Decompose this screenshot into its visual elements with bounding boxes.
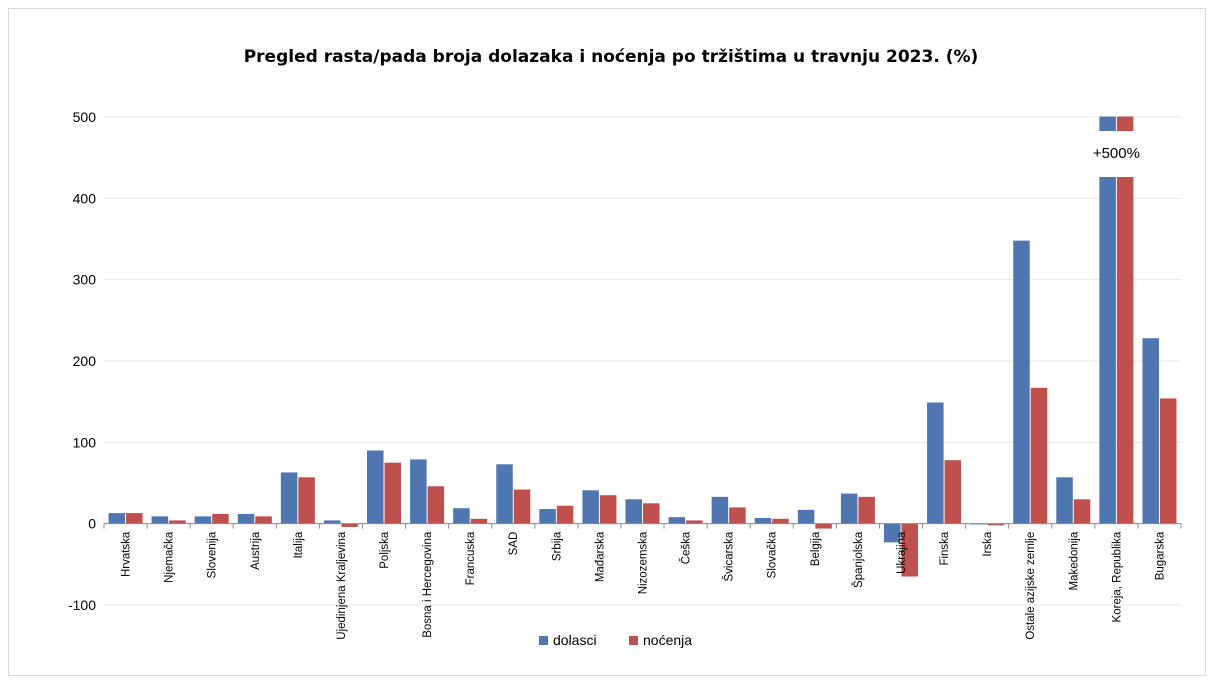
bar-noćenja bbox=[772, 518, 789, 524]
bar-noćenja bbox=[944, 460, 962, 524]
x-tick-label: Bosna i Hercegovina bbox=[422, 531, 434, 638]
bar-dolasci bbox=[151, 516, 169, 524]
bar-noćenja bbox=[901, 523, 918, 577]
x-tick-label: Hrvatska bbox=[121, 531, 133, 577]
bar-noćenja bbox=[556, 505, 574, 524]
bar-dolasci bbox=[194, 516, 212, 524]
legend-label-noćenja: noćenja bbox=[643, 632, 692, 648]
x-tick-label: Belgija bbox=[810, 531, 822, 566]
y-tick-label: 500 bbox=[73, 109, 97, 125]
bar-dolasci bbox=[840, 493, 858, 524]
bar-dolasci bbox=[323, 520, 341, 524]
bar-noćenja bbox=[1030, 387, 1048, 524]
bar-noćenja bbox=[858, 496, 875, 524]
x-tick-label: Austrija bbox=[250, 531, 262, 570]
x-tick-label: Slovenija bbox=[207, 531, 219, 578]
bar-noćenja bbox=[427, 486, 445, 524]
bar-dolasci bbox=[410, 459, 427, 524]
legend: dolasci noćenja bbox=[539, 632, 692, 648]
x-tick-label: Nizozemska bbox=[638, 531, 650, 594]
axes bbox=[103, 523, 1182, 529]
legend-label-dolasci: dolasci bbox=[553, 632, 597, 648]
bar-noćenja bbox=[643, 503, 660, 524]
y-tick-label: 200 bbox=[73, 353, 97, 369]
chart-title: Pregled rasta/pada broja dolazaka i noće… bbox=[244, 47, 979, 67]
annotation-label: +500% bbox=[1093, 145, 1140, 162]
bar-noćenja bbox=[599, 495, 617, 524]
bar-dolasci bbox=[280, 472, 298, 524]
bar-dolasci bbox=[1099, 116, 1116, 524]
bar-dolasci bbox=[668, 517, 686, 524]
bar-dolasci bbox=[1142, 338, 1159, 524]
bar-noćenja bbox=[686, 520, 703, 524]
legend-swatch-noćenja bbox=[629, 636, 638, 645]
bar-noćenja bbox=[1073, 499, 1091, 524]
bar-dolasci bbox=[582, 490, 599, 524]
bar-dolasci bbox=[367, 450, 384, 524]
x-tick-label: Mađarska bbox=[594, 531, 606, 582]
bar-noćenja bbox=[470, 518, 488, 524]
y-tick-label: 300 bbox=[73, 272, 97, 288]
bar-dolasci bbox=[927, 402, 944, 524]
x-tick-label: Švicarska bbox=[723, 531, 736, 581]
x-tick-label: Irska bbox=[982, 531, 994, 557]
y-tick-label: 400 bbox=[73, 190, 97, 206]
bar-noćenja bbox=[298, 477, 315, 524]
bar-noćenja bbox=[1116, 116, 1134, 524]
y-tick-label: 0 bbox=[88, 516, 96, 532]
bar-dolasci bbox=[883, 523, 901, 543]
x-tick-label: Koreja, Republika bbox=[1111, 531, 1123, 622]
bar-noćenja bbox=[126, 513, 143, 524]
bar-noćenja bbox=[341, 523, 358, 527]
y-axis-ticks: 500 400 300 200 100 0 -100 bbox=[68, 109, 96, 613]
bar-noćenja bbox=[212, 513, 229, 524]
bar-dolasci bbox=[1013, 240, 1030, 524]
bar-dolasci bbox=[496, 464, 513, 524]
x-tick-label: Finska bbox=[939, 531, 951, 565]
x-tick-label: Španjolska bbox=[852, 531, 865, 588]
bar-dolasci bbox=[711, 496, 729, 524]
bar-noćenja bbox=[729, 507, 746, 524]
x-tick-label: Srbija bbox=[551, 531, 563, 561]
x-tick-label: Češka bbox=[680, 531, 693, 564]
y-tick-label: -100 bbox=[68, 597, 96, 613]
bars bbox=[108, 116, 1177, 577]
x-tick-label: Njemačka bbox=[164, 531, 176, 583]
y-tick-label: 100 bbox=[73, 434, 97, 450]
x-tick-label: Italija bbox=[293, 531, 305, 558]
bar-noćenja bbox=[384, 462, 402, 524]
axis-break-band bbox=[1095, 131, 1137, 177]
x-tick-label: Poljska bbox=[379, 531, 391, 569]
bar-noćenja bbox=[1159, 398, 1177, 524]
bar-noćenja bbox=[815, 523, 832, 529]
x-tick-label: Bugarska bbox=[1154, 531, 1166, 580]
bar-dolasci bbox=[108, 513, 126, 524]
bar-noćenja bbox=[513, 489, 531, 524]
legend-swatch-dolasci bbox=[539, 636, 548, 645]
bar-dolasci bbox=[625, 499, 642, 524]
x-tick-label: Ostale azijske zemlje bbox=[1025, 532, 1037, 640]
chart-frame: Pregled rasta/pada broja dolazaka i noće… bbox=[8, 8, 1206, 676]
bar-noćenja bbox=[987, 523, 1005, 526]
bar-dolasci bbox=[539, 509, 556, 524]
bar-dolasci bbox=[453, 508, 470, 524]
x-tick-label: Slovačka bbox=[767, 531, 779, 578]
chart: Pregled rasta/pada broja dolazaka i noće… bbox=[68, 47, 1182, 648]
x-tick-label: Makedonija bbox=[1068, 531, 1080, 590]
bar-dolasci bbox=[797, 509, 815, 524]
x-tick-label: Ujedinjena Kraljevina bbox=[336, 531, 348, 640]
bar-dolasci bbox=[1056, 477, 1073, 524]
x-tick-label: Ukrajina bbox=[896, 531, 908, 574]
x-axis-ticks: Hrvatska Njemačka Slovenija Austrija Italija… bbox=[121, 531, 1167, 640]
bar-noćenja bbox=[255, 516, 272, 524]
x-tick-label: SAD bbox=[508, 532, 520, 556]
bar-dolasci bbox=[754, 517, 772, 524]
bar-dolasci bbox=[237, 513, 255, 524]
bar-noćenja bbox=[169, 520, 186, 524]
x-tick-label: Francuska bbox=[465, 531, 477, 585]
